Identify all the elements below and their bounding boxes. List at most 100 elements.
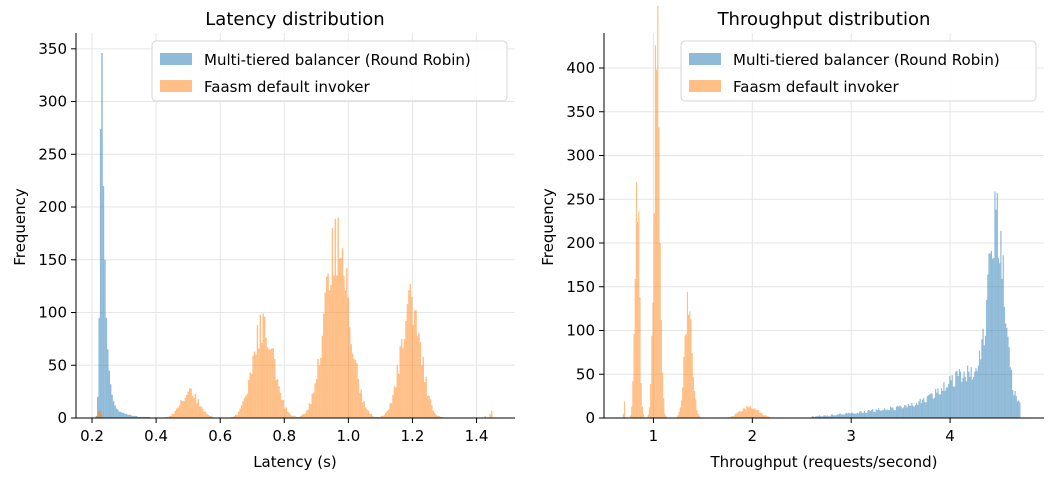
throughput-balancer-bar xyxy=(812,416,815,418)
latency-balancer-bar xyxy=(133,415,135,418)
latency-balancer-bar xyxy=(112,401,115,418)
throughput-faasm-bar xyxy=(731,416,734,418)
throughput-faasm-bar xyxy=(695,399,697,418)
throughput-balancer-bar xyxy=(827,415,829,418)
throughput-balancer-bar xyxy=(976,370,978,418)
throughput-balancer-bar xyxy=(846,412,848,418)
latency-balancer-bar xyxy=(102,185,105,418)
throughput-balancer-bar xyxy=(882,410,885,418)
latency-faasm-bar xyxy=(315,378,318,418)
throughput-balancer-bar xyxy=(987,274,989,418)
latency-faasm-bar xyxy=(425,376,427,418)
latency-faasm-bar xyxy=(301,414,303,418)
throughput-balancer-bar xyxy=(925,402,927,418)
throughput-faasm-bar xyxy=(740,411,742,418)
latency-faasm-bar xyxy=(184,397,187,418)
latency-faasm-bar xyxy=(367,410,370,418)
throughput-balancer-bar xyxy=(828,416,830,418)
latency-faasm-bar xyxy=(390,403,393,418)
latency-faasm-bar xyxy=(253,351,256,418)
latency-faasm-bar xyxy=(252,355,254,418)
throughput-legend-label-faasm: Faasm default invoker xyxy=(733,78,899,96)
throughput-faasm-bar xyxy=(635,181,638,418)
throughput-balancer-bar xyxy=(904,404,906,418)
latency-faasm-bar xyxy=(233,415,236,418)
latency-faasm-bar xyxy=(96,415,99,418)
latency-legend-box xyxy=(151,40,508,102)
latency-faasm-bar xyxy=(398,373,400,418)
throughput-balancer-bar xyxy=(863,411,866,418)
latency-faasm-bar xyxy=(289,414,292,418)
throughput-balancer-bar xyxy=(964,376,966,418)
latency-faasm-bar xyxy=(317,358,319,418)
throughput-balancer-bar xyxy=(958,369,960,418)
latency-faasm-bar xyxy=(173,413,175,418)
latency-faasm-bar xyxy=(297,416,299,418)
latency-faasm-bar xyxy=(268,349,270,418)
latency-faasm-bar xyxy=(432,410,435,418)
throughput-x-axis-label: Throughput (requests/second) xyxy=(710,453,938,471)
throughput-balancer-bar xyxy=(817,416,819,418)
latency-faasm-bar xyxy=(178,405,181,418)
latency-faasm-bar xyxy=(389,403,391,418)
latency-faasm-bar xyxy=(311,393,313,418)
latency-faasm-bar xyxy=(263,316,266,418)
latency-faasm-bar xyxy=(347,297,350,418)
throughput-faasm-bar xyxy=(634,278,636,418)
latency-y-tick-label: 150 xyxy=(38,251,67,269)
throughput-balancer-bar xyxy=(892,407,894,418)
latency-faasm-bar xyxy=(408,290,410,418)
latency-faasm-bar xyxy=(324,292,326,418)
throughput-balancer-bar xyxy=(840,413,842,418)
latency-y-tick-label: 100 xyxy=(38,304,67,322)
throughput-faasm-bar xyxy=(632,381,634,418)
throughput-balancer-bar xyxy=(944,390,946,418)
throughput-balancer-bar xyxy=(978,350,981,418)
throughput-balancer-bar xyxy=(866,412,868,418)
throughput-balancer-bar xyxy=(908,405,911,418)
throughput-balancer-bar xyxy=(842,414,844,418)
throughput-y-tick-label: 50 xyxy=(576,365,595,383)
throughput-faasm-bar xyxy=(663,397,665,418)
latency-faasm-bar xyxy=(314,383,316,418)
throughput-faasm-bar xyxy=(640,383,642,418)
throughput-balancer-bar xyxy=(819,416,822,418)
latency-faasm-bar xyxy=(409,284,412,418)
latency-balancer-bar xyxy=(115,408,118,418)
latency-faasm-bar xyxy=(373,416,375,418)
throughput-balancer-bar xyxy=(962,377,964,418)
throughput-faasm-bar xyxy=(642,414,645,418)
latency-faasm-bar xyxy=(330,285,332,418)
latency-faasm-bar xyxy=(318,365,321,418)
throughput-faasm-bar xyxy=(682,387,684,418)
latency-faasm-bar xyxy=(327,273,329,418)
latency-faasm-bar xyxy=(337,217,339,418)
throughput-balancer-bar xyxy=(815,416,817,418)
latency-balancer-bar xyxy=(108,370,110,418)
latency-faasm-bar xyxy=(191,395,194,418)
latency-faasm-bar xyxy=(275,380,277,418)
latency-faasm-bar xyxy=(421,365,423,418)
throughput-balancer-bar xyxy=(946,387,949,418)
latency-balancer-bar xyxy=(140,416,142,418)
latency-faasm-bar xyxy=(364,407,367,418)
throughput-balancer-bar xyxy=(969,376,971,418)
latency-faasm-bar xyxy=(402,348,404,418)
latency-faasm-bar xyxy=(436,415,439,418)
throughput-balancer-bar xyxy=(873,411,875,418)
latency-faasm-bar xyxy=(422,356,424,418)
throughput-faasm-bar xyxy=(759,412,761,418)
latency-legend: Multi-tiered balancer (Round Robin) Faasm… xyxy=(151,40,508,102)
throughput-balancer-bar xyxy=(921,399,924,418)
throughput-balancer-bar xyxy=(1010,369,1013,418)
latency-faasm-bar xyxy=(288,412,290,418)
latency-faasm-bar xyxy=(240,405,243,418)
latency-faasm-bar xyxy=(294,415,296,418)
throughput-balancer-bar xyxy=(983,345,985,418)
latency-faasm-bar xyxy=(256,325,259,418)
latency-faasm-bar xyxy=(369,413,371,418)
latency-faasm-bar xyxy=(237,411,240,418)
latency-faasm-bar xyxy=(395,387,397,418)
latency-faasm-bar xyxy=(272,348,275,418)
throughput-balancer-bar xyxy=(970,367,972,418)
